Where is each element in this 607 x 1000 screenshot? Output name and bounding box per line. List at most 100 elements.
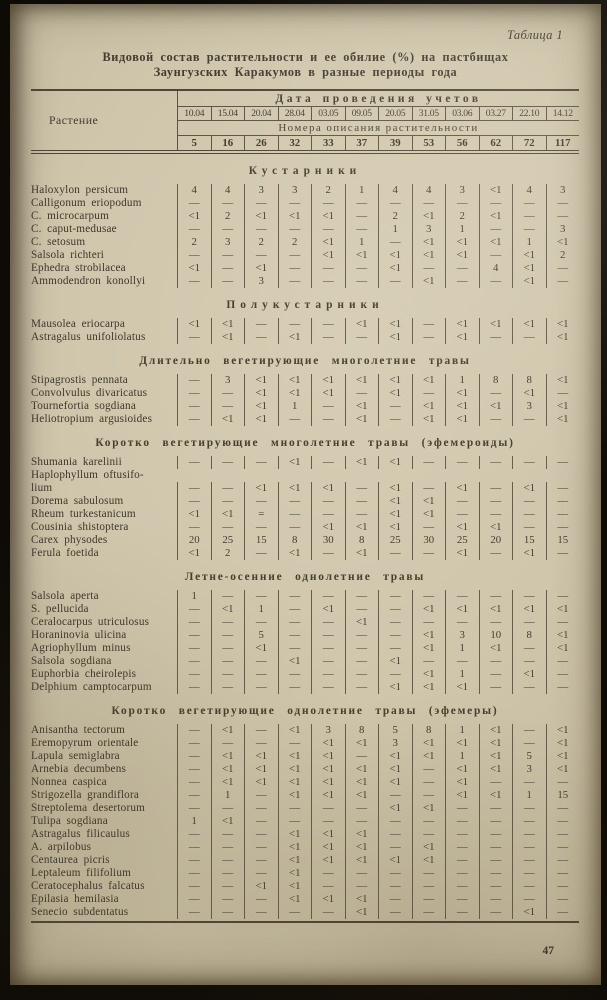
abundance-cell: — xyxy=(512,802,546,815)
species-name: Leptaleum filifolium xyxy=(31,867,132,879)
abundance-cell: — xyxy=(545,867,580,880)
abundance-cell: — xyxy=(478,906,513,919)
abundance-cell: — xyxy=(445,880,479,893)
abundance-cell: <1 xyxy=(277,763,312,776)
abundance-cell: <1 xyxy=(277,210,312,223)
description-number-cell: 33 xyxy=(311,136,345,150)
table-row: Centaurea picris — — — <1 <1 <1 <1 <1— — — — xyxy=(31,854,579,867)
abundance-cell: — xyxy=(244,331,278,344)
abundance-cell: <1 xyxy=(545,763,580,776)
table-row: Haplophyllum oftusifo- lium — — <1 <1 <1— <1— <… xyxy=(31,469,579,495)
abundance-cell: <1 xyxy=(277,828,312,841)
species-name: Epilasia hemilasia xyxy=(31,893,119,905)
species-name: Calligonum eriopodum xyxy=(31,197,142,209)
abundance-cell: — xyxy=(277,629,312,642)
abundance-cell: 1 xyxy=(344,184,379,197)
abundance-cell: — xyxy=(244,893,278,906)
abundance-cell: — xyxy=(244,802,278,815)
abundance-cell: — xyxy=(244,737,278,750)
abundance-cell: — xyxy=(478,482,513,495)
abundance-cell: 1 xyxy=(445,750,479,763)
abundance-cell: <1 xyxy=(311,249,345,262)
abundance-cell: — xyxy=(277,802,312,815)
abundance-cell: 15 xyxy=(244,534,278,547)
species-name: Anisantha tectorum xyxy=(31,724,126,736)
abundance-cell: — xyxy=(277,815,312,828)
abundance-cell: — xyxy=(344,642,379,655)
abundance-cell: — xyxy=(478,456,513,469)
abundance-cell: — xyxy=(545,828,580,841)
section-heading: Длительно вегетирующие многолетние травы xyxy=(139,355,471,367)
abundance-cell: — xyxy=(512,815,546,828)
abundance-cell: <1 xyxy=(478,642,513,655)
abundance-cell: — xyxy=(311,547,345,560)
book-page: Таблица 1 Видовой состав растительности … xyxy=(10,4,601,985)
abundance-cell: <1 xyxy=(177,318,211,331)
abundance-cell: — xyxy=(344,331,379,344)
abundance-cell: <1 xyxy=(244,400,278,413)
abundance-cell: — xyxy=(244,841,278,854)
abundance-cell: — xyxy=(244,590,278,603)
abundance-cell: — xyxy=(378,880,412,893)
abundance-cell: 1 xyxy=(512,236,546,249)
abundance-cell: <1 xyxy=(545,400,580,413)
abundance-cell: <1 xyxy=(344,776,379,789)
abundance-cell: <1 xyxy=(411,508,446,521)
abundance-cell: <1 xyxy=(378,508,412,521)
abundance-cell: <1 xyxy=(210,763,245,776)
abundance-cell: — xyxy=(445,508,479,521)
abundance-cell: <1 xyxy=(378,331,412,344)
abundance-cell: — xyxy=(545,387,580,400)
abundance-cell: — xyxy=(445,815,479,828)
abundance-cell: — xyxy=(244,724,278,737)
survey-date-cell: 03.05 xyxy=(311,107,345,120)
abundance-cell: <1 xyxy=(512,249,546,262)
abundance-cell: — xyxy=(210,629,245,642)
abundance-cell: <1 xyxy=(512,275,546,288)
abundance-cell: — xyxy=(311,262,345,275)
abundance-cell: <1 xyxy=(344,374,379,387)
species-name: Astragalus unifoliolatus xyxy=(31,331,146,343)
abundance-cell: — xyxy=(344,275,379,288)
abundance-cell: <1 xyxy=(478,737,513,750)
abundance-cell: — xyxy=(210,495,245,508)
species-name: C. microcarpum xyxy=(31,210,109,222)
abundance-cell: = xyxy=(244,508,278,521)
abundance-cell: — xyxy=(512,737,546,750)
abundance-cell: — xyxy=(445,655,479,668)
dates-header: Дата проведения учетов xyxy=(178,91,579,107)
table-row: Carex physodes 20 25 15 8 30 8 25 30 25 20 15 15 xyxy=(31,534,579,547)
abundance-cell: — xyxy=(277,262,312,275)
abundance-cell: <1 xyxy=(411,841,446,854)
abundance-cell: <1 xyxy=(545,318,580,331)
abundance-cell: 4 xyxy=(512,184,546,197)
abundance-cell: <1 xyxy=(445,400,479,413)
abundance-cell: — xyxy=(512,867,546,880)
abundance-cell: — xyxy=(210,262,245,275)
abundance-cell: 2 xyxy=(244,236,278,249)
abundance-cell: — xyxy=(177,867,211,880)
abundance-cell: — xyxy=(445,828,479,841)
abundance-cell: — xyxy=(344,880,379,893)
abundance-cell: <1 xyxy=(445,482,479,495)
abundance-cell: — xyxy=(244,249,278,262)
abundance-cell: — xyxy=(311,275,345,288)
abundance-cell: — xyxy=(378,547,412,560)
species-name: Ephedra strobilacea xyxy=(31,262,126,274)
abundance-cell: — xyxy=(210,482,245,495)
abundance-cell: 3 xyxy=(545,184,580,197)
abundance-cell: — xyxy=(177,603,211,616)
abundance-cell: <1 xyxy=(311,521,345,534)
abundance-cell: — xyxy=(210,249,245,262)
abundance-cell: 4 xyxy=(210,184,245,197)
abundance-cell: <1 xyxy=(445,789,479,802)
abundance-cell: <1 xyxy=(545,413,580,426)
abundance-cell: 3 xyxy=(244,184,278,197)
abundance-cell: — xyxy=(512,681,546,694)
abundance-cell: — xyxy=(177,495,211,508)
abundance-cell: — xyxy=(478,841,513,854)
abundance-cell: 2 xyxy=(277,236,312,249)
abundance-cell: 1 xyxy=(512,789,546,802)
abundance-cell: — xyxy=(344,681,379,694)
abundance-cell: <1 xyxy=(512,603,546,616)
